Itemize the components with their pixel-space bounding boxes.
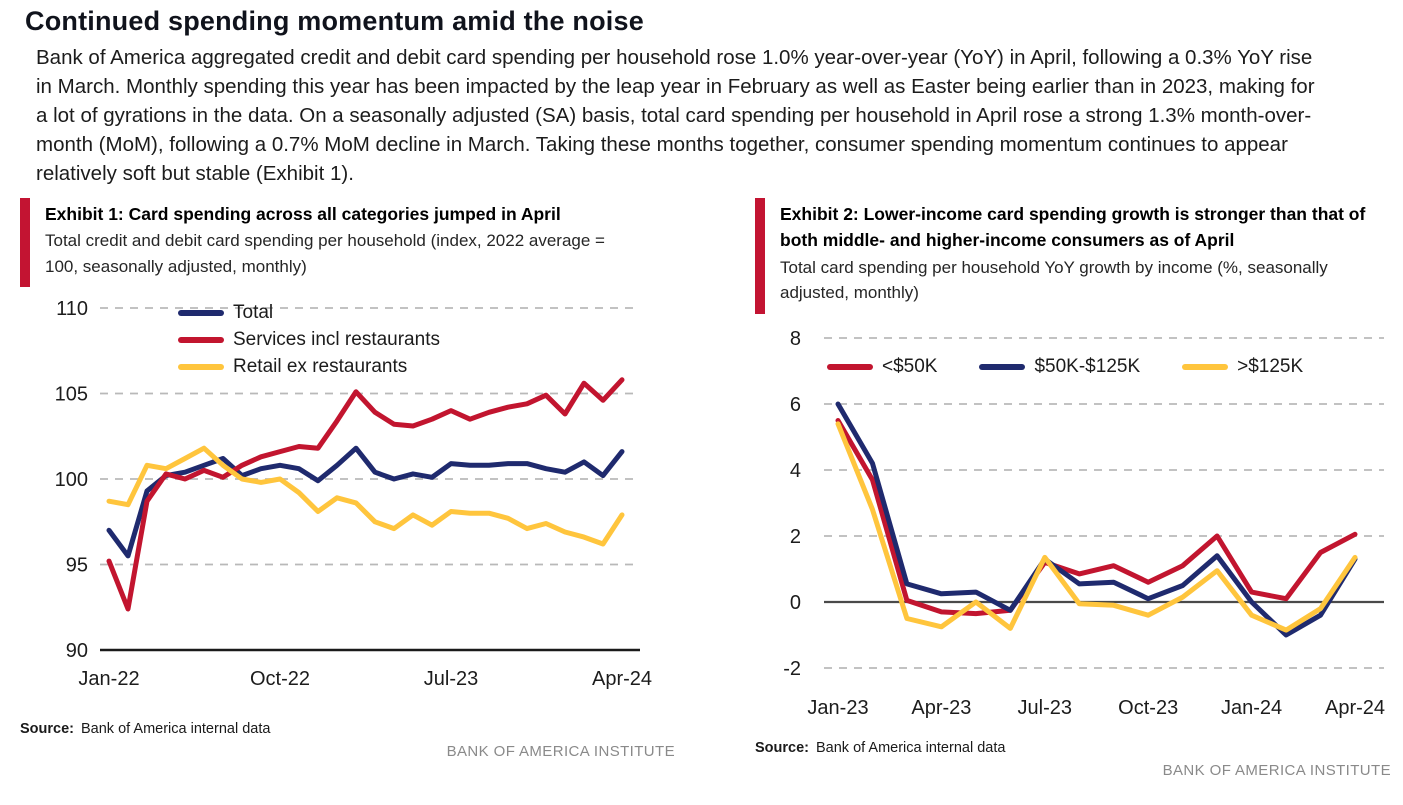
series-line-retail-ex-restaurants [106,445,625,547]
exhibit1: Exhibit 1: Card spending across all cate… [20,198,700,779]
legend-swatch-125k [1182,363,1229,370]
legend-label-services-incl-restaurants: Services incl restaurants [233,328,440,350]
exhibit1-subtitle: Total credit and debit card spending per… [45,231,605,276]
x-tick-label: Apr-23 [911,697,971,719]
exhibit2-title: Exhibit 2: Lower-income card spending gr… [780,204,1366,251]
y-tick-label: 105 [55,384,88,406]
exhibit1-legend: Total Services incl restaurants Retail ex … [178,299,440,380]
legend-label-50k-125k: $50K-$125K [1034,355,1141,377]
legend-swatch-50k-125k [979,363,1026,370]
x-tick-label: Oct-23 [1118,697,1178,719]
y-tick-label: 0 [790,592,801,614]
y-tick-label: 90 [66,640,88,662]
x-tick-label: Jan-24 [1221,697,1282,719]
x-tick-label: Oct-22 [250,668,310,690]
exhibit2-chart: -2 0 2 4 6 8 Jan-23 Apr-23 Jul-23 Oct-23 Jan-24 Apr… [755,324,1403,726]
y-tick-label: -2 [783,658,801,680]
exhibits-row: Exhibit 1: Card spending across all cate… [0,198,1403,779]
series-line-50k [835,417,1358,616]
exhibit1-source-label: Source: [20,721,74,738]
legend-swatch-retail-ex-restaurants [178,363,224,370]
exhibit2-subtitle: Total card spending per household YoY gr… [780,257,1328,303]
y-tick-label: 6 [790,394,801,416]
exhibit2-legend: <$50K $50K-$125K >$125K [827,354,1303,380]
y-tick-label: 110 [56,298,88,320]
y-tick-label: 2 [790,526,801,548]
legend-label-retail-ex-restaurants: Retail ex restaurants [233,355,408,377]
page-title: Continued spending momentum amid the noi… [25,6,644,36]
exhibit2-header: Exhibit 2: Lower-income card spending gr… [755,198,1403,314]
exhibit1-chart: 90 95 100 105 110 Jan-22 Oct-22 Jul-23 Apr-24 To… [20,293,700,697]
series-line-total [106,445,625,559]
legend-swatch-total [178,309,224,316]
series-line-services-incl-restaurants [106,377,625,612]
x-tick-label: Jul-23 [424,668,478,690]
legend-item-retail-ex-restaurants: Retail ex restaurants [178,353,440,380]
legend-item-125k: >$125K [1182,354,1303,380]
x-tick-label: Jan-23 [807,697,868,719]
exhibit2-titles: Exhibit 2: Lower-income card spending gr… [780,198,1370,314]
x-tick-label: Apr-24 [1325,697,1385,719]
x-tick-label: Jul-23 [1018,697,1072,719]
legend-swatch-services-incl-restaurants [178,336,224,343]
exhibit1-source: Source: Bank of America internal data [20,721,700,737]
legend-label-125k: >$125K [1237,355,1304,377]
series-line-125k [835,420,1358,633]
y-tick-label: 95 [66,555,88,577]
exhibit1-source-text: Bank of America internal data [81,721,271,738]
exhibit2-source-text: Bank of America internal data [816,739,1006,756]
exhibit1-line-chart: 90 95 100 105 110 Jan-22 Oct-22 Jul-23 Apr-24 [55,298,652,690]
legend-item-50k-125k: $50K-$125K [979,354,1140,380]
legend-label-50k: <$50K [882,355,938,377]
exhibit2-institute-footer: BANK OF AMERICA INSTITUTE [1162,761,1391,779]
legend-swatch-50k [827,363,873,370]
legend-item-50k: <$50K [827,354,937,380]
x-tick-label: Jan-22 [78,668,139,690]
exhibit1-titles: Exhibit 1: Card spending across all cate… [45,198,635,287]
legend-item-total: Total [178,299,440,326]
x-tick-label: Apr-24 [592,668,652,690]
exhibit1-institute-footer: BANK OF AMERICA INSTITUTE [446,743,675,761]
series-line-50k-125k [835,401,1358,637]
exhibit2-source-label: Source: [755,739,809,756]
exhibit2: Exhibit 2: Lower-income card spending gr… [755,198,1403,779]
exhibit1-title: Exhibit 1: Card spending across all cate… [45,204,561,224]
exhibit1-header: Exhibit 1: Card spending across all cate… [20,198,700,288]
y-tick-label: 8 [790,328,801,350]
exhibit2-accent-bar [755,198,765,314]
exhibit1-accent-bar [20,198,30,288]
legend-label-total: Total [233,301,274,323]
intro-paragraph: Bank of America aggregated credit and de… [36,46,1315,185]
exhibit2-line-chart: -2 0 2 4 6 8 Jan-23 Apr-23 Jul-23 Oct-23 Jan-24 Apr… [783,328,1385,719]
exhibit2-source: Source: Bank of America internal data [755,740,1403,756]
y-tick-label: 100 [55,469,88,491]
y-tick-label: 4 [790,460,801,482]
legend-item-services-incl-restaurants: Services incl restaurants [178,326,440,353]
